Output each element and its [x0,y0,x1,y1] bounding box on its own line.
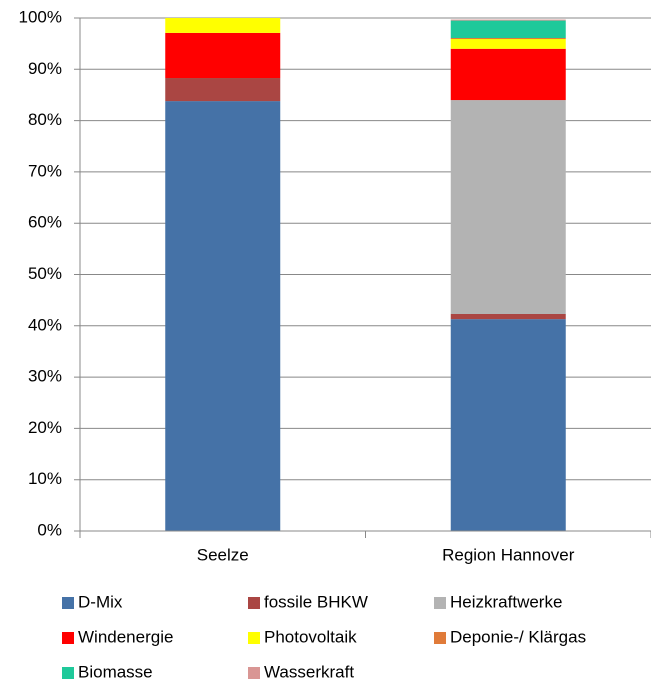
legend-swatch [62,667,74,679]
x-tick-label: Region Hannover [442,545,575,564]
legend-label: fossile BHKW [264,592,368,611]
bar-segment [450,319,566,531]
legend-swatch [248,597,260,609]
legend-swatch [248,667,260,679]
legend-swatch [62,632,74,644]
bar-segment [165,101,281,531]
legend-swatch [248,632,260,644]
legend-label: Windenergie [78,627,173,646]
y-tick-label: 70% [28,161,62,180]
legend-label: Heizkraftwerke [450,592,562,611]
bar-segment [450,20,566,39]
y-tick-label: 80% [28,110,62,129]
legend-label: D-Mix [78,592,123,611]
legend-label: Biomasse [78,662,153,681]
y-tick-label: 40% [28,315,62,334]
y-tick-label: 10% [28,469,62,488]
bar-segment [450,39,566,49]
y-tick-label: 50% [28,264,62,283]
y-tick-label: 90% [28,59,62,78]
x-tick-label: Seelze [197,545,249,564]
bar-segment [450,38,566,40]
legend-label: Wasserkraft [264,662,354,681]
y-tick-label: 0% [37,520,62,539]
legend-swatch [62,597,74,609]
bar-segment [165,78,281,102]
legend-swatch [434,597,446,609]
bar-segment [450,100,566,315]
legend-label: Deponie-/ Klärgas [450,627,586,646]
bar-segment [450,48,566,101]
bar-segment [165,32,281,79]
legend-label: Photovoltaik [264,627,357,646]
bar-segment [450,314,566,320]
bar-segment [450,19,566,21]
bar-segment [165,18,281,33]
y-tick-label: 60% [28,213,62,232]
y-tick-label: 30% [28,367,62,386]
y-tick-label: 20% [28,418,62,437]
y-tick-label: 100% [19,7,62,26]
legend-swatch [434,632,446,644]
